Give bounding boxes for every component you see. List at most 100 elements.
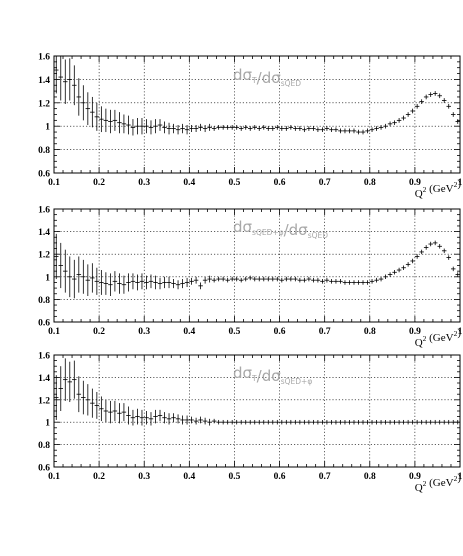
data-point xyxy=(121,403,127,422)
data-point xyxy=(315,277,321,283)
data-point xyxy=(90,388,95,418)
data-point xyxy=(275,276,280,282)
data-point xyxy=(306,276,312,282)
y-tick-label: 1.2 xyxy=(38,251,50,261)
data-point xyxy=(103,399,109,423)
x-tick-label: 0.7 xyxy=(319,327,331,337)
data-point xyxy=(261,419,267,425)
x-axis-label-superscript: 2 xyxy=(423,479,427,488)
y-tick-label: 1.4 xyxy=(38,76,50,86)
data-point xyxy=(148,120,154,135)
data-point xyxy=(329,279,334,284)
data-point xyxy=(374,419,379,425)
data-point xyxy=(302,419,307,425)
data-point xyxy=(202,417,208,425)
y-tick-label: 0.8 xyxy=(38,296,50,306)
data-point xyxy=(446,419,451,425)
x-tick-label: 0.4 xyxy=(183,472,195,482)
data-point xyxy=(396,267,402,273)
data-point xyxy=(130,409,136,426)
y-tick-label: 1.6 xyxy=(38,53,50,63)
data-point xyxy=(374,277,379,283)
data-point xyxy=(247,275,253,281)
data-point xyxy=(180,415,185,425)
x-tick-label: 0.7 xyxy=(319,472,331,482)
data-point xyxy=(419,249,424,255)
data-point xyxy=(302,127,307,133)
data-point xyxy=(108,109,113,134)
data-point xyxy=(450,266,456,272)
data-point xyxy=(90,263,95,293)
data-point xyxy=(216,125,221,130)
data-point xyxy=(220,276,226,282)
data-point xyxy=(311,126,316,131)
data-point xyxy=(166,276,172,289)
data-point xyxy=(193,125,199,133)
data-point xyxy=(405,112,411,117)
data-point xyxy=(356,280,361,285)
data-point xyxy=(238,126,244,131)
data-point xyxy=(225,125,230,130)
data-point xyxy=(383,274,388,280)
data-point xyxy=(135,118,140,135)
data-point xyxy=(202,125,208,133)
data-point xyxy=(351,419,357,425)
data-point xyxy=(392,120,397,126)
x-axis-label-part: ) xyxy=(457,327,461,339)
data-point xyxy=(153,275,158,290)
data-point xyxy=(76,256,82,293)
data-point xyxy=(414,419,420,425)
data-point xyxy=(279,419,285,425)
ratio-annotation-part: dσ xyxy=(289,221,309,239)
y-tick-label: 1.2 xyxy=(38,99,50,109)
x-axis-label-part: (GeV xyxy=(426,332,453,344)
data-point xyxy=(441,419,447,425)
data-point xyxy=(356,129,361,135)
data-point xyxy=(72,259,77,299)
data-point xyxy=(302,277,307,283)
x-tick-label: 1 xyxy=(458,472,463,482)
y-tick-label: 1.4 xyxy=(38,228,50,238)
x-tick-label: 0.2 xyxy=(93,178,105,188)
data-point xyxy=(369,279,375,284)
x-tick-label: 0.1 xyxy=(48,327,60,337)
ratio-annotation-part: / xyxy=(284,221,290,239)
data-point xyxy=(437,93,442,99)
data-point xyxy=(81,259,86,294)
data-point xyxy=(329,419,334,425)
data-point xyxy=(297,419,303,425)
ratio-annotation: dσT/dσsQED+φ xyxy=(233,364,312,386)
data-point xyxy=(144,411,149,425)
data-point xyxy=(423,245,429,250)
data-point xyxy=(99,270,104,295)
data-point xyxy=(67,361,73,403)
data-point xyxy=(360,129,366,135)
data-point xyxy=(117,403,122,424)
data-point xyxy=(153,409,158,424)
data-point xyxy=(387,272,393,277)
data-point xyxy=(365,419,370,425)
data-point xyxy=(189,277,194,285)
data-point xyxy=(99,106,104,133)
data-point xyxy=(270,276,276,282)
x-axis-label-part: (GeV xyxy=(426,183,453,195)
data-point xyxy=(54,375,59,420)
x-axis-label-part: Q xyxy=(415,482,423,494)
ratio-annotation-subscript: sQED+φ xyxy=(281,377,313,386)
data-point xyxy=(383,419,388,425)
data-point xyxy=(171,123,176,134)
data-point xyxy=(365,280,370,285)
data-point xyxy=(99,396,104,422)
data-point xyxy=(378,419,384,425)
data-point xyxy=(202,276,208,284)
x-tick-label: 0.5 xyxy=(229,178,241,188)
data-point xyxy=(396,118,402,123)
data-point xyxy=(193,276,199,284)
data-point xyxy=(306,126,312,131)
data-point xyxy=(171,413,176,423)
data-point xyxy=(193,417,199,425)
data-point xyxy=(238,277,244,283)
data-point xyxy=(225,277,230,283)
data-point xyxy=(166,413,172,425)
x-axis-label-part: Q xyxy=(415,188,423,200)
